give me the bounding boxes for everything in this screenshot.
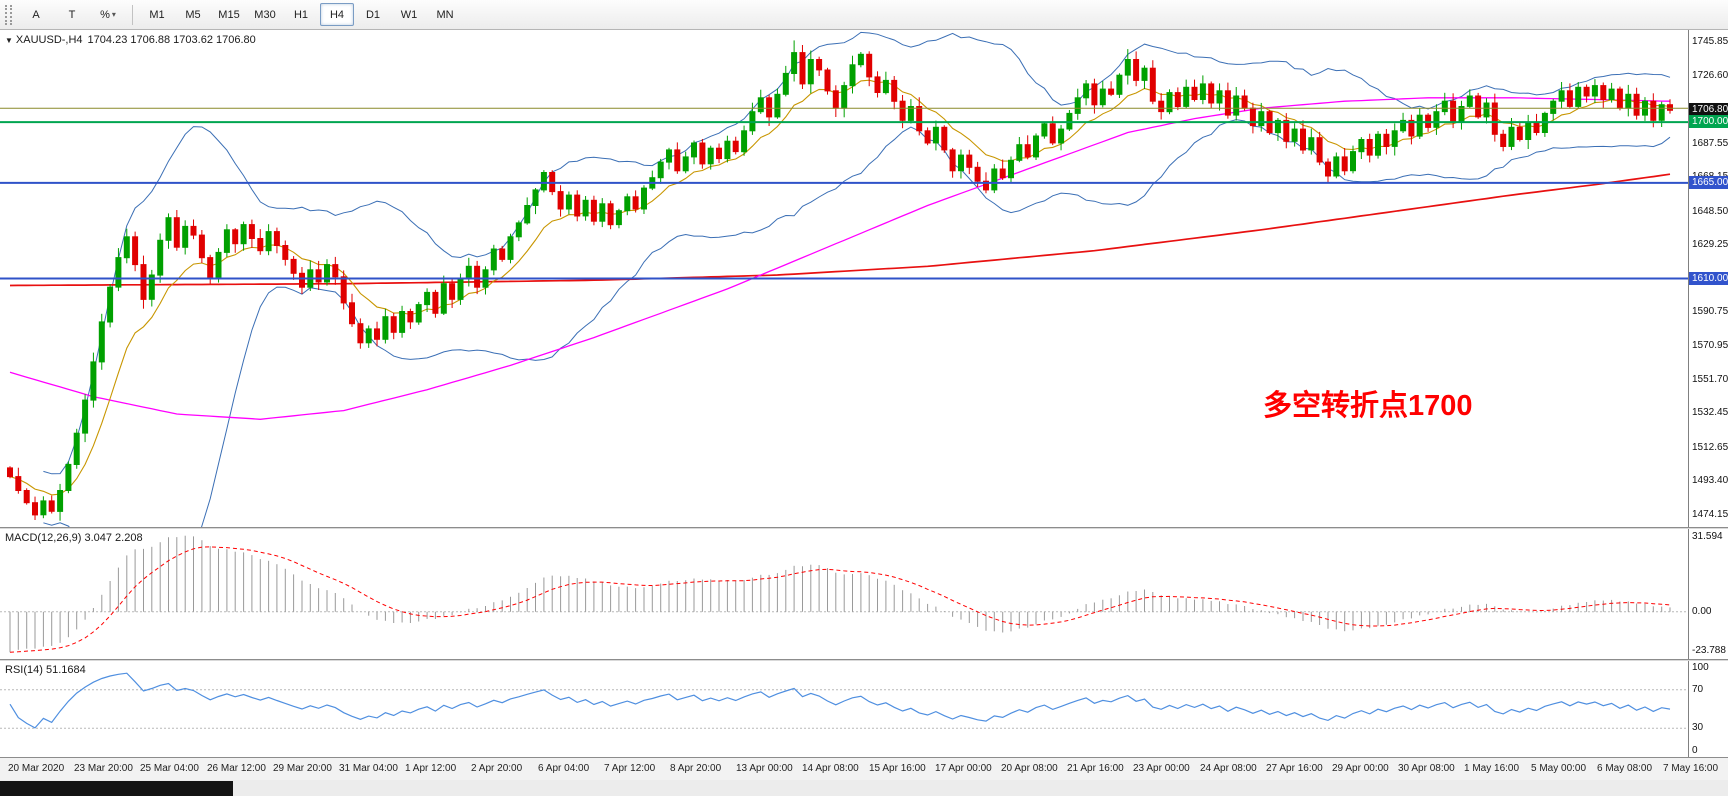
price-axis-label: 1726.60: [1692, 70, 1728, 81]
price-badge-1665.00: 1665.00: [1689, 176, 1728, 189]
price-axis-label: 1493.40: [1692, 475, 1728, 486]
price-axis-label: 1745.85: [1692, 36, 1728, 47]
time-axis-label: 17 Apr 00:00: [935, 763, 992, 774]
macd-axis-label: 0.00: [1692, 606, 1712, 617]
toolbar-separator: [132, 4, 133, 25]
time-axis-label: 14 Apr 08:00: [802, 763, 859, 774]
chart-title: ▼ XAUUSD-,H4 1704.23 1706.88 1703.62 1706.…: [5, 34, 261, 46]
time-axis-label: 13 Apr 00:00: [736, 763, 793, 774]
rsi-label: RSI(14) 51.1684: [5, 664, 86, 676]
taskbar-fragment: [0, 781, 233, 796]
price-axis-label: 1629.25: [1692, 239, 1728, 250]
rsi-plot[interactable]: [0, 661, 1688, 757]
time-axis-label: 7 May 16:00: [1663, 763, 1719, 774]
price-axis-label: 1687.55: [1692, 138, 1728, 149]
macd-axis[interactable]: 31.594 0.00 -23.788: [1688, 529, 1728, 659]
price-axis-label: 1590.75: [1692, 306, 1728, 317]
panel-splitter-rsi[interactable]: [0, 659, 1728, 661]
price-axis-label: 1532.45: [1692, 407, 1728, 418]
time-axis-label: 1 Apr 12:00: [405, 763, 457, 774]
price-axis-label: 1570.95: [1692, 340, 1728, 351]
macd-plot[interactable]: [0, 529, 1688, 659]
price-axis-label: 1512.65: [1692, 442, 1728, 453]
time-axis-label: 23 Mar 20:00: [74, 763, 133, 774]
time-axis-label: 8 Apr 20:00: [670, 763, 722, 774]
timeframe-w1[interactable]: W1: [400, 8, 418, 21]
main-plot[interactable]: [0, 30, 1688, 527]
price-badge-1700.00: 1700.00: [1689, 115, 1728, 128]
timeframe-m15[interactable]: M15: [218, 8, 240, 21]
time-axis-label: 20 Mar 2020: [8, 763, 65, 774]
toolbar-drag-handle[interactable]: [5, 4, 12, 25]
rsi-axis[interactable]: 100 70 30 0: [1688, 661, 1728, 757]
time-axis-label: 24 Apr 08:00: [1200, 763, 1257, 774]
rsi-axis-label: 30: [1692, 722, 1704, 733]
text-tool-button[interactable]: T: [68, 8, 76, 21]
time-axis-label: 15 Apr 16:00: [869, 763, 926, 774]
time-axis-label: 6 May 08:00: [1597, 763, 1653, 774]
timeframe-mn[interactable]: MN: [436, 8, 454, 21]
price-badge-1610.00: 1610.00: [1689, 272, 1728, 285]
timeframe-buttons: M1 M5 M15 M30 H1 H4 D1 W1 MN: [139, 3, 463, 26]
time-axis-label: 29 Mar 20:00: [273, 763, 332, 774]
price-axis-label: 1648.50: [1692, 206, 1728, 217]
annotate-tool-button[interactable]: A: [32, 8, 40, 21]
panel-splitter-macd[interactable]: [0, 527, 1728, 529]
time-axis[interactable]: 20 Mar 2020 23 Mar 20:00 25 Mar 04:00 26 Ma…: [0, 757, 1728, 780]
time-axis-label: 31 Mar 04:00: [339, 763, 398, 774]
time-axis-label: 1 May 16:00: [1464, 763, 1520, 774]
rsi-axis-label: 70: [1692, 684, 1704, 695]
macd-axis-label: 31.594: [1692, 531, 1723, 542]
timeframe-d1[interactable]: D1: [365, 8, 381, 21]
main-chart-panel: ▼ XAUUSD-,H4 1704.23 1706.88 1703.62 1706.…: [0, 30, 1728, 527]
time-axis-label: 23 Apr 00:00: [1133, 763, 1190, 774]
timeframe-m5[interactable]: M5: [185, 8, 201, 21]
time-axis-label: 6 Apr 04:00: [538, 763, 590, 774]
timeframe-h1[interactable]: H1: [293, 8, 309, 21]
toolbar: A T % ▾ M1 M5 M15 M30 H1 H4 D1 W1 MN: [0, 0, 1728, 30]
time-axis-label: 5 May 00:00: [1531, 763, 1587, 774]
macd-label: MACD(12,26,9) 3.047 2.208: [5, 532, 143, 544]
collapse-icon[interactable]: ▼: [5, 36, 13, 45]
rsi-axis-label: 100: [1692, 662, 1709, 673]
time-axis-label: 21 Apr 16:00: [1067, 763, 1124, 774]
time-axis-label: 20 Apr 08:00: [1001, 763, 1058, 774]
main-price-axis[interactable]: 1745.851726.601707.201687.551668.151648.…: [1688, 30, 1728, 527]
chart-symbol-period: XAUUSD-,H4: [15, 34, 83, 46]
chart-annotation[interactable]: 多空转折点1700: [1263, 390, 1473, 422]
time-axis-label: 2 Apr 20:00: [471, 763, 523, 774]
macd-panel: MACD(12,26,9) 3.047 2.208 31.594 0.00 -23.…: [0, 529, 1728, 659]
time-axis-label: 27 Apr 16:00: [1266, 763, 1323, 774]
price-badge-1706.80: 1706.80: [1689, 103, 1728, 116]
percent-icon: %: [100, 8, 110, 21]
price-axis-label: 1551.70: [1692, 374, 1728, 385]
timeframe-m30[interactable]: M30: [254, 8, 276, 21]
percent-tool-button[interactable]: % ▾: [91, 3, 125, 26]
rsi-axis-label: 0: [1692, 745, 1698, 756]
chevron-down-icon: ▾: [111, 10, 116, 19]
time-axis-label: 25 Mar 04:00: [140, 763, 199, 774]
macd-axis-label: -23.788: [1692, 645, 1726, 656]
chart-ohlc: 1704.23 1706.88 1703.62 1706.80: [87, 34, 256, 46]
timeframe-h4[interactable]: H4: [320, 3, 354, 26]
bottom-bar: [0, 780, 1728, 796]
time-axis-label: 29 Apr 00:00: [1332, 763, 1389, 774]
rsi-panel: RSI(14) 51.1684 100 70 30 0: [0, 661, 1728, 757]
time-axis-label: 26 Mar 12:00: [207, 763, 266, 774]
price-axis-label: 1474.15: [1692, 509, 1728, 520]
time-axis-label: 30 Apr 08:00: [1398, 763, 1455, 774]
time-axis-label: 7 Apr 12:00: [604, 763, 656, 774]
timeframe-m1[interactable]: M1: [149, 8, 165, 21]
